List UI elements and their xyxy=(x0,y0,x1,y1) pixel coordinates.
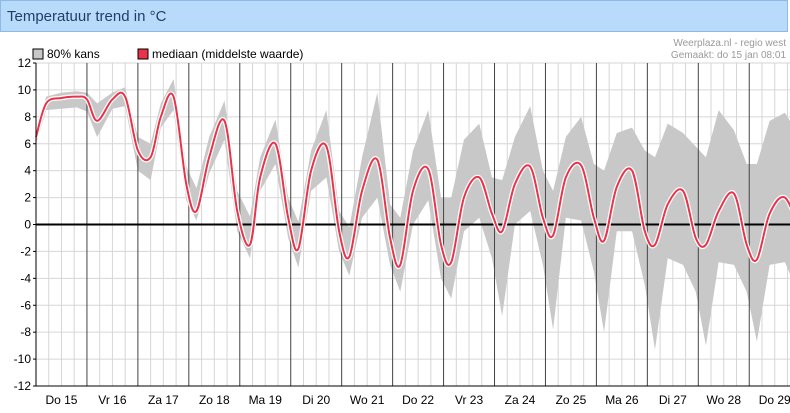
median-line xyxy=(35,91,790,268)
chart-title-bar: Temperatuur trend in °C xyxy=(0,0,788,32)
y-tick-label-11: -10 xyxy=(14,352,32,366)
x-axis-day-labels: Do 15 Vr 16 Za 17 Zo 18 Ma 19 Di 20 Wo 21 Do 22… xyxy=(45,393,790,407)
y-tick-label-7: -2 xyxy=(20,244,31,258)
legend-band-swatch xyxy=(32,48,44,60)
y-tick-label-9: -6 xyxy=(20,298,31,312)
chart-title: Temperatuur trend in °C xyxy=(7,8,167,25)
y-tick-label-4: 4 xyxy=(24,164,31,178)
x-day-label-5: Di 20 xyxy=(302,393,330,407)
x-day-label-8: Vr 23 xyxy=(455,393,484,407)
y-tick-label-8: -4 xyxy=(20,271,31,285)
y-tick-label-12: -12 xyxy=(14,379,32,393)
x-day-label-13: Wo 28 xyxy=(707,393,742,407)
y-tick-label-1: 10 xyxy=(18,83,32,97)
y-tick-label-3: 6 xyxy=(24,137,31,151)
y-tick-label-2: 8 xyxy=(24,110,31,124)
x-day-label-7: Do 22 xyxy=(402,393,434,407)
legend-median-swatch xyxy=(137,48,149,60)
credit-source: Weerplaza.nl - regio west xyxy=(673,38,786,49)
y-tick-label-5: 2 xyxy=(24,191,31,205)
x-day-label-11: Ma 26 xyxy=(605,393,639,407)
legend: 80% kans mediaan (middelste waarde) xyxy=(32,47,303,61)
x-day-label-10: Zo 25 xyxy=(556,393,587,407)
median-line-layer xyxy=(33,90,790,269)
x-day-label-0: Do 15 xyxy=(45,393,77,407)
x-day-label-6: Wo 21 xyxy=(350,393,385,407)
credit-timestamp: Gemaakt: do 15 jan 08:01 xyxy=(671,50,787,61)
credit: Weerplaza.nl - regio west Gemaakt: do 15… xyxy=(671,38,787,61)
x-day-label-9: Za 24 xyxy=(505,393,536,407)
x-day-label-1: Vr 16 xyxy=(98,393,127,407)
probability-band xyxy=(36,79,790,350)
x-day-label-3: Zo 18 xyxy=(199,393,230,407)
temperature-trend-chart: 12 10 8 6 4 2 0 -2 -4 -6 -8 -10 -12 Do 15 Vr 16 Za 17 Z… xyxy=(0,32,790,413)
x-day-label-14: Do 29 xyxy=(759,393,790,407)
x-day-label-2: Za 17 xyxy=(148,393,179,407)
y-tick-label-0: 12 xyxy=(18,56,32,70)
probability-band-layer xyxy=(36,79,790,350)
y-axis-tick-labels: 12 10 8 6 4 2 0 -2 -4 -6 -8 -10 -12 xyxy=(14,56,36,393)
x-day-label-4: Ma 19 xyxy=(249,393,283,407)
legend-band-label: 80% kans xyxy=(47,47,100,61)
legend-median-label: mediaan (middelste waarde) xyxy=(152,47,303,61)
y-tick-label-10: -8 xyxy=(20,325,31,339)
x-day-label-12: Di 27 xyxy=(659,393,687,407)
y-tick-label-6: 0 xyxy=(24,218,31,232)
